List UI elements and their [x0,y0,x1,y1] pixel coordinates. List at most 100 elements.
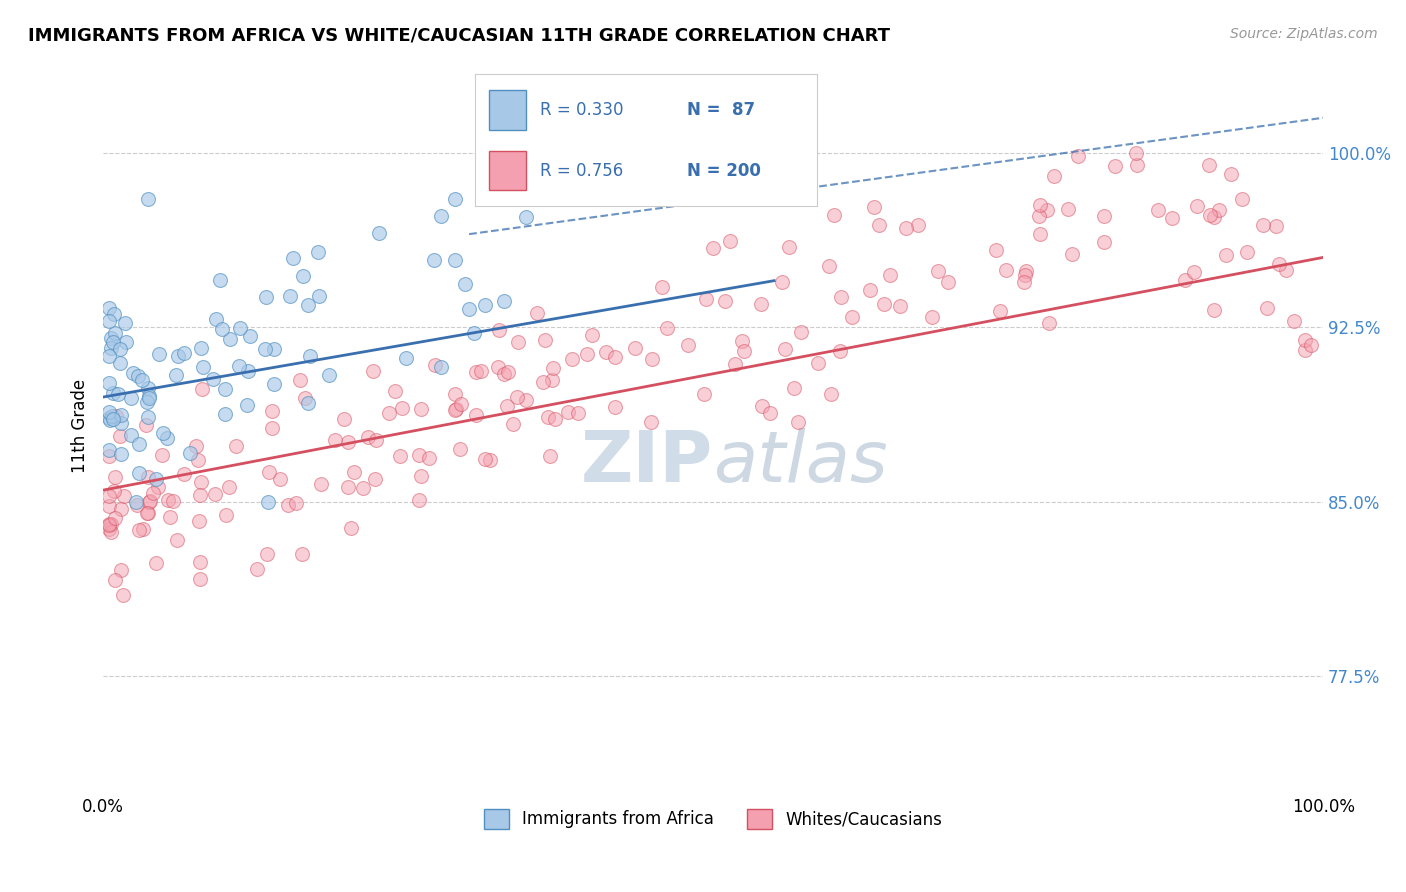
Point [188,573,211,587]
Point [430,359,453,374]
Point [1232,192,1254,206]
Point [135,418,157,433]
Point [1202,302,1225,317]
Point [218,332,240,346]
Point [724,357,747,371]
Point [104,326,127,340]
Point [595,344,617,359]
Point [98,376,121,390]
Point [541,373,564,387]
Point [783,381,806,395]
Point [1173,273,1195,287]
Point [110,563,132,577]
Point [98,314,121,328]
Point [1012,275,1035,289]
Point [581,328,603,343]
Point [444,192,467,206]
Point [1092,209,1115,223]
Point [136,469,159,483]
Point [541,361,564,376]
Point [378,406,401,420]
Point [165,368,187,382]
Point [159,510,181,524]
Point [294,391,316,405]
Point [828,344,851,359]
Point [127,369,149,384]
Point [1125,145,1147,160]
Point [128,524,150,538]
Point [128,466,150,480]
Point [773,343,796,357]
Point [100,341,122,355]
Point [100,331,122,345]
Point [138,388,160,402]
Point [108,342,131,356]
Point [145,557,167,571]
Point [136,381,159,395]
Point [211,322,233,336]
Point [474,298,496,312]
Point [283,252,305,266]
Point [110,416,132,430]
Point [254,342,277,356]
Point [121,366,143,380]
Point [204,311,226,326]
Point [263,377,285,392]
Point [1256,301,1278,316]
Point [318,368,340,382]
Point [357,430,380,444]
Point [152,425,174,440]
Point [278,289,301,303]
Point [1294,343,1316,358]
Point [408,448,430,462]
Point [538,449,561,463]
Point [138,494,160,508]
Point [136,410,159,425]
Point [1268,257,1291,271]
Point [98,450,121,464]
Point [307,245,329,260]
Point [132,522,155,536]
Point [308,289,330,303]
Point [449,442,471,456]
Point [260,421,283,435]
Point [531,375,554,389]
Point [292,269,315,284]
Point [492,367,515,381]
Point [98,405,121,419]
Point [1028,209,1050,223]
Point [454,277,477,291]
Point [411,469,433,483]
Point [422,253,444,268]
Point [458,301,481,316]
Point [515,210,537,224]
Point [1014,268,1036,282]
Point [333,412,356,426]
Point [229,321,252,335]
Point [114,316,136,330]
Point [894,221,917,235]
Point [830,290,852,304]
Point [1067,148,1090,162]
Point [98,489,121,503]
Point [494,294,516,309]
Point [228,359,250,373]
Point [624,341,647,355]
Point [225,439,247,453]
Point [506,335,529,350]
Point [534,334,557,348]
Point [526,306,548,320]
Point [364,433,387,447]
Point [474,452,496,467]
Point [444,403,467,417]
Point [98,522,121,536]
Point [136,192,159,206]
Point [145,471,167,485]
Point [651,280,673,294]
Point [364,472,387,486]
Point [103,483,125,498]
Point [1219,167,1241,181]
Point [187,452,209,467]
Point [214,407,236,421]
Point [138,392,160,406]
